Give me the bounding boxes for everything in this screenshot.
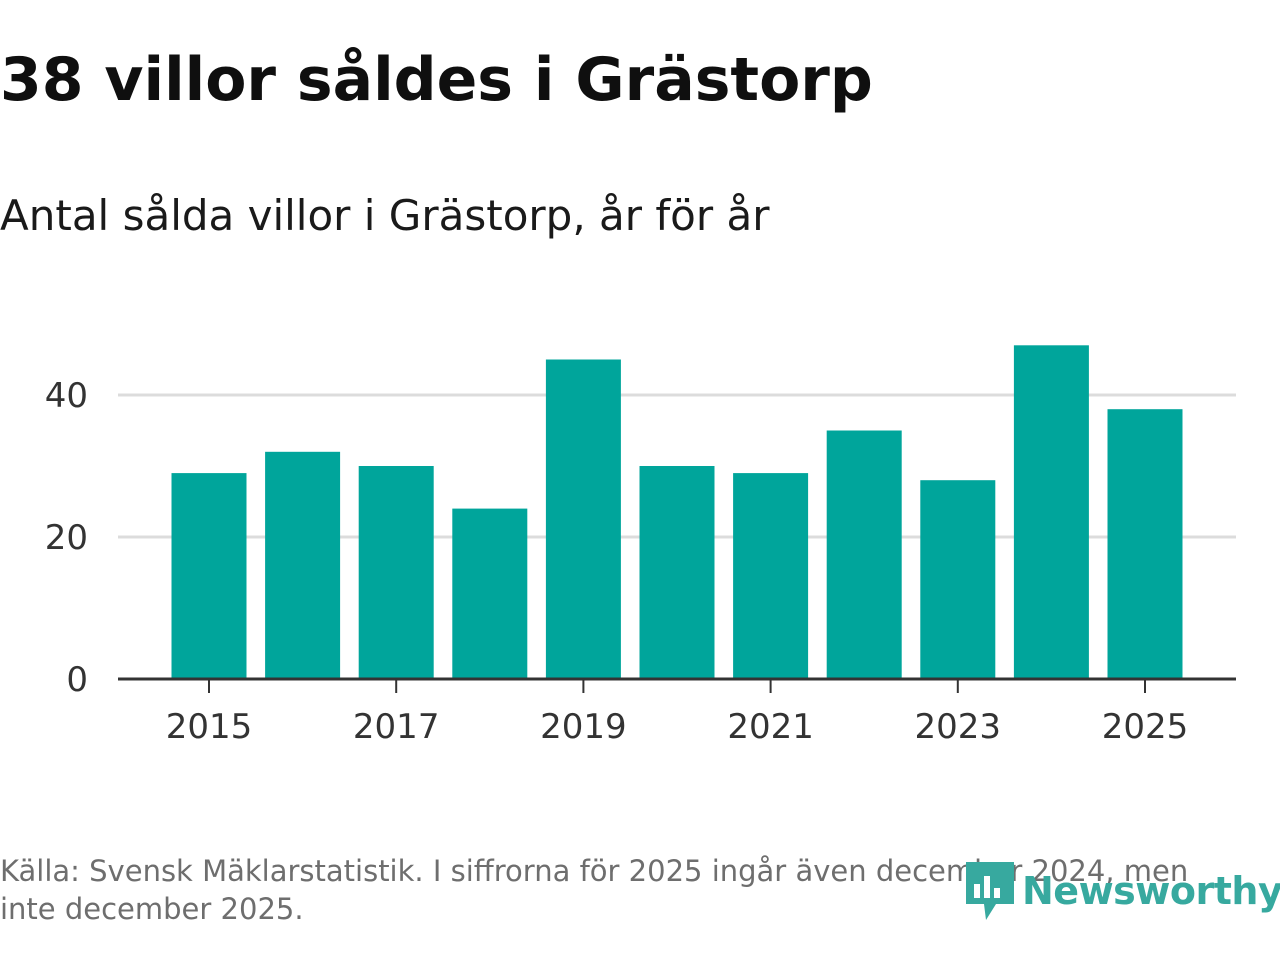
bar-2019 — [545, 359, 621, 679]
x-tick-label: 2025 — [1102, 707, 1189, 747]
x-tick-label: 2017 — [353, 707, 440, 747]
newsworthy-logo-text: Newsworthy — [1022, 869, 1280, 913]
bar-2018 — [452, 508, 528, 679]
bar-2016 — [265, 451, 341, 679]
bar-2017 — [358, 466, 434, 679]
bars — [171, 345, 1183, 679]
y-tick-label: 40 — [45, 376, 88, 416]
chart-title: 38 villor såldes i Grästorp — [0, 45, 873, 115]
bar-2021 — [733, 473, 809, 679]
chart-subtitle: Antal sålda villor i Grästorp, år för år — [0, 191, 770, 240]
bar-2020 — [639, 466, 715, 679]
axes: 0 20 40 2015 2017 2019 2021 2023 2025 — [45, 376, 1236, 747]
x-tick-label: 2023 — [915, 707, 1002, 747]
y-tick-label: 0 — [66, 660, 88, 700]
bar-2023 — [920, 480, 996, 679]
bar-2025 — [1107, 409, 1183, 679]
x-tick-label: 2019 — [540, 707, 627, 747]
bar-2022 — [826, 430, 902, 679]
x-tick-label: 2015 — [166, 707, 253, 747]
newsworthy-logo-icon — [966, 862, 1014, 920]
bar-2015 — [171, 473, 247, 679]
newsworthy-logo: Newsworthy — [964, 858, 1280, 924]
y-tick-label: 20 — [45, 518, 88, 558]
x-tick-label: 2021 — [727, 707, 814, 747]
bar-2024 — [1013, 345, 1089, 679]
bar-chart: 0 20 40 2015 2017 2019 2021 2023 2025 — [45, 345, 1236, 747]
